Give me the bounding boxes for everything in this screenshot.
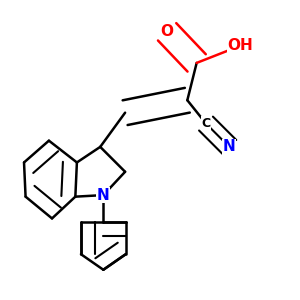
Text: C: C (201, 117, 211, 130)
Text: N: N (223, 140, 236, 154)
Text: N: N (97, 188, 110, 202)
Text: O: O (160, 24, 174, 39)
Text: OH: OH (227, 38, 253, 53)
